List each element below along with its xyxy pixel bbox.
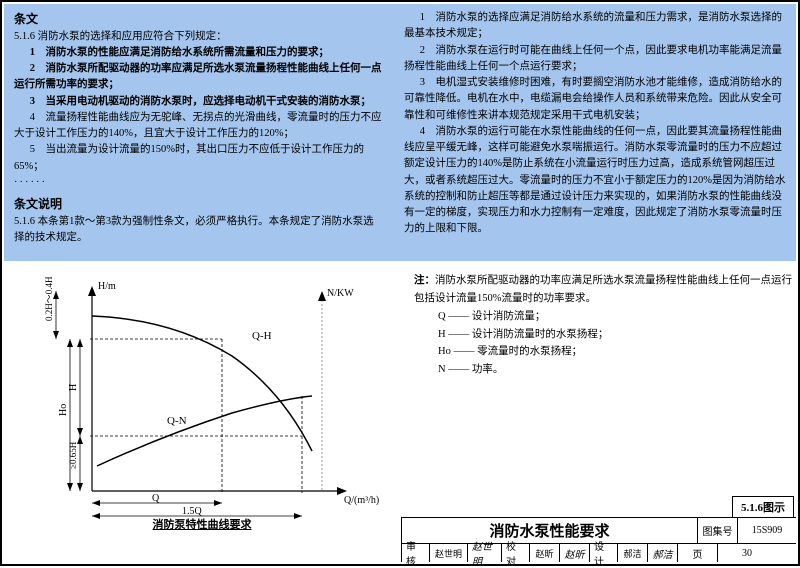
ye-label: 页 [678,544,718,562]
note-main-text: 消防水泵所配驱动器的功率应满足所选水泵流量扬程性能曲线上任何一点运行包括设计流量… [414,275,792,304]
svg-text:Q-N: Q-N [167,415,187,427]
jiaodui-sign: 赵昕 [560,544,590,562]
svg-text:Q-H: Q-H [252,330,272,342]
svg-text:H: H [68,384,79,391]
shenhe-label: 审核 [402,544,430,562]
jiaodui-label: 校对 [502,544,530,562]
content-area: 条文 5.1.6 消防水泵的选择和应用应符合下列规定： 1 消防水泵的性能应满足… [4,4,796,562]
title-block: 消防水泵性能要求 图集号 15S909 审核 赵世明 赵世明 校对 赵昕 赵昕 … [401,517,796,562]
tujihao-label: 图集号 [698,518,738,543]
note-label: 注： [414,275,435,286]
performance-curve-chart: H/m N/KW Q/(m³/h) Q-H Q-N Q 1.5Q Ho H ≥0… [12,266,392,536]
figure-number: 5.1.6图示 [732,496,794,518]
svg-text:N/KW: N/KW [327,288,354,299]
clause-item-1: 1 消防水泵的性能应满足消防给水系统所需流量和压力的要求； [14,45,384,61]
svg-text:H/m: H/m [98,281,116,292]
right-column: 1 消防水泵的选择应满足消防给水系统的流量和压力需求，是消防水泵选择的最基本技术… [394,4,796,244]
jiaodui-name: 赵昕 [530,544,560,562]
tiaowen-header: 条文 [14,10,384,29]
ye-value: 30 [718,544,776,562]
notes-area: 注：消防水泵所配驱动器的功率应满足所选水泵流量扬程性能曲线上任何一点运行包括设计… [414,272,794,379]
right-p3: 3 电机湿式安装维修时困难，有时要搁空消防水池才能维修，造成消防给水的可靠性降低… [404,75,786,124]
clause-item-2: 2 消防水泵所配驱动器的功率应满足所选水泵流量扬程性能曲线上任何一点运行所需功率… [14,61,384,94]
shenhe-name: 赵世明 [430,544,468,562]
clause-intro: 5.1.6 消防水泵的选择和应用应符合下列规定： [14,29,384,45]
chart-title: 消防泵特性曲线要求 [153,516,252,532]
svg-text:0.2H～0.4H: 0.2H～0.4H [44,276,54,321]
shuoming-header: 条文说明 [14,195,384,214]
main-title: 消防水泵性能要求 [402,518,698,543]
right-p2: 2 消防水泵在运行时可能在曲线上任何一个点，因此要求电机功率能满足流量扬程性能曲… [404,43,786,76]
clause-item-4: 4 流量扬程性能曲线应为无驼峰、无拐点的光滑曲线，零流量时的压力不应大于设计工作… [14,110,384,143]
chart-area: H/m N/KW Q/(m³/h) Q-H Q-N Q 1.5Q Ho H ≥0… [12,266,392,536]
ellipsis: ······ [14,175,384,191]
sheji-label: 设计 [590,544,618,562]
note-ho: Ho —— 零流量时的水泵扬程； [414,343,794,361]
page-container: 条文 5.1.6 消防水泵的选择和应用应符合下列规定： 1 消防水泵的性能应满足… [0,0,800,566]
right-p1: 1 消防水泵的选择应满足消防给水系统的流量和压力需求，是消防水泵选择的最基本技术… [404,10,786,43]
note-h: H —— 设计消防流量时的水泵扬程； [414,326,794,344]
left-column: 条文 5.1.6 消防水泵的选择和应用应符合下列规定： 1 消防水泵的性能应满足… [4,4,394,252]
tujihao-value: 15S909 [738,518,796,543]
svg-text:Q: Q [152,493,160,504]
note-main: 注：消防水泵所配驱动器的功率应满足所选水泵流量扬程性能曲线上任何一点运行包括设计… [414,272,794,308]
svg-text:Q/(m³/h): Q/(m³/h) [344,495,379,506]
sheji-name: 郝洁 [618,544,648,562]
shenhe-sign: 赵世明 [468,544,502,562]
right-p4: 4 消防水泵的运行可能在水泵性能曲线的任何一点，因此要其流量扬程性能曲线应呈平缓… [404,124,786,238]
svg-text:Ho: Ho [58,404,69,416]
note-n: N —— 功率。 [414,361,794,379]
svg-text:≥0.65H: ≥0.65H [68,441,78,469]
sheji-sign: 郝洁 [648,544,678,562]
clause-item-5: 5 当出流量为设计流量的150%时，其出口压力不应低于设计工作压力的65%； [14,142,384,175]
note-q: Q —— 设计消防流量； [414,308,794,326]
shuoming-desc: 5.1.6 本条第1款～第3款为强制性条文，必须严格执行。本条规定了消防水泵选择… [14,214,384,247]
clause-item-3: 3 当采用电动机驱动的消防水泵时，应选择电动机干式安装的消防水泵； [14,94,384,110]
